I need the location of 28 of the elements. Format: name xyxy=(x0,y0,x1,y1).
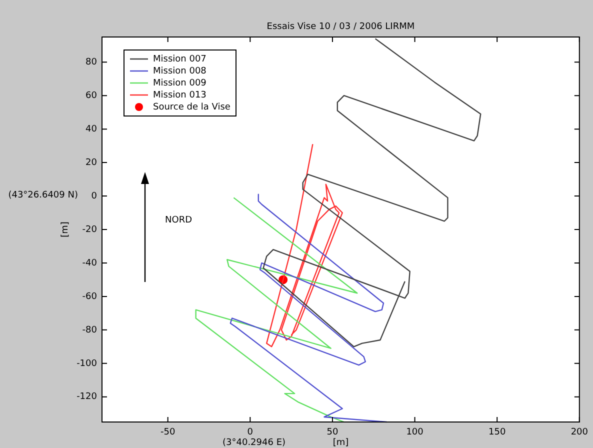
y-tick-label: 20 xyxy=(86,158,98,168)
y-tick-label: -80 xyxy=(82,325,98,336)
y-tick-label: -100 xyxy=(76,358,98,369)
y-tick-label: -40 xyxy=(82,258,98,268)
x-tick-label: 200 xyxy=(570,428,588,438)
legend-label: Mission 008 xyxy=(153,66,207,76)
text: (3°40.2946 E) xyxy=(222,438,286,448)
y-tick-label: 0 xyxy=(91,191,98,202)
legend-label: Source de la Vise xyxy=(153,102,231,112)
y-axis-title: [m] xyxy=(60,222,71,238)
x-axis-title: [m] xyxy=(332,438,349,448)
x-tick-label: 50 xyxy=(326,428,338,438)
y-tick-label: 80 xyxy=(86,57,98,68)
x-tick-label: 150 xyxy=(488,428,506,438)
x-tick-label: -50 xyxy=(160,428,176,438)
legend-label: Mission 013 xyxy=(153,90,206,100)
text: (43°26.6409 N) xyxy=(8,190,78,200)
y-tick-label: 60 xyxy=(86,90,98,101)
legend-label: Mission 007 xyxy=(153,54,206,64)
y-tick-label: -120 xyxy=(76,392,98,402)
x-tick-label: 100 xyxy=(406,428,424,438)
legend-label: Mission 009 xyxy=(153,78,207,88)
chart-title: Essais Vise 10 / 03 / 2006 LIRMM xyxy=(266,22,415,32)
y-tick-label: -20 xyxy=(82,224,98,235)
x-tick-label: 0 xyxy=(247,428,254,438)
y-tick-label: 40 xyxy=(86,124,98,134)
y-tick-label: -60 xyxy=(82,292,98,302)
annotation: NORD xyxy=(165,215,192,226)
